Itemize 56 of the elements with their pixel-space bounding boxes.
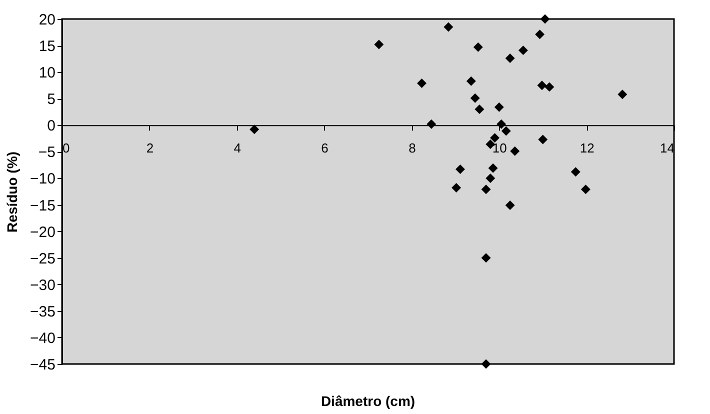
y-tick-label: 10: [38, 64, 56, 82]
x-tick-label: 12: [580, 140, 594, 156]
x-tick-label: 2: [146, 140, 154, 156]
x-tick-label: 0: [62, 140, 70, 156]
point: [505, 200, 515, 210]
x-tick-label: 4: [234, 140, 241, 156]
x-tick-label: 14: [660, 140, 674, 156]
x-axis-title: Diâmetro (cm): [320, 393, 416, 409]
y-tick-label: −30: [30, 276, 56, 294]
point: [481, 184, 491, 194]
point: [374, 40, 384, 50]
y-tick-label: 0: [47, 118, 56, 135]
point: [535, 30, 545, 40]
point: [486, 173, 496, 183]
point: [510, 146, 520, 156]
y-tick-label: −20: [30, 224, 56, 241]
point: [496, 119, 506, 129]
point: [544, 82, 554, 92]
y-tick-label: −15: [30, 197, 56, 214]
x-tick-label: 10: [492, 140, 507, 156]
y-tick-label: −25: [30, 250, 56, 268]
point: [481, 253, 491, 263]
x-tick-label: 6: [321, 140, 328, 156]
point: [474, 104, 484, 114]
point: [518, 46, 528, 56]
point: [540, 14, 550, 24]
point: [570, 167, 580, 177]
y-axis-title: Resíduo (%): [4, 152, 20, 232]
point: [473, 42, 483, 52]
y-tick-label: 20: [38, 12, 56, 28]
point: [444, 22, 454, 32]
point: [452, 183, 462, 193]
y-tick-label: −5: [38, 144, 56, 162]
point: [488, 163, 498, 173]
point: [537, 80, 547, 90]
point: [455, 164, 465, 174]
point: [618, 90, 628, 100]
point: [490, 133, 500, 143]
y-tick-label: −45: [30, 356, 56, 374]
y-tick-label: −40: [30, 330, 56, 347]
point: [481, 359, 491, 369]
point: [466, 76, 476, 86]
point: [470, 93, 480, 103]
point: [417, 78, 427, 88]
point: [501, 126, 511, 136]
point: [538, 134, 548, 144]
point: [426, 119, 436, 129]
point: [494, 102, 504, 112]
point: [580, 184, 590, 194]
y-tick-label: −10: [30, 170, 56, 188]
x-tick-label: 8: [408, 140, 416, 156]
y-tick-label: −35: [30, 303, 56, 320]
y-tick-label: 5: [47, 91, 56, 108]
point: [250, 124, 260, 134]
y-tick-label: 15: [38, 38, 56, 56]
point: [505, 54, 515, 64]
